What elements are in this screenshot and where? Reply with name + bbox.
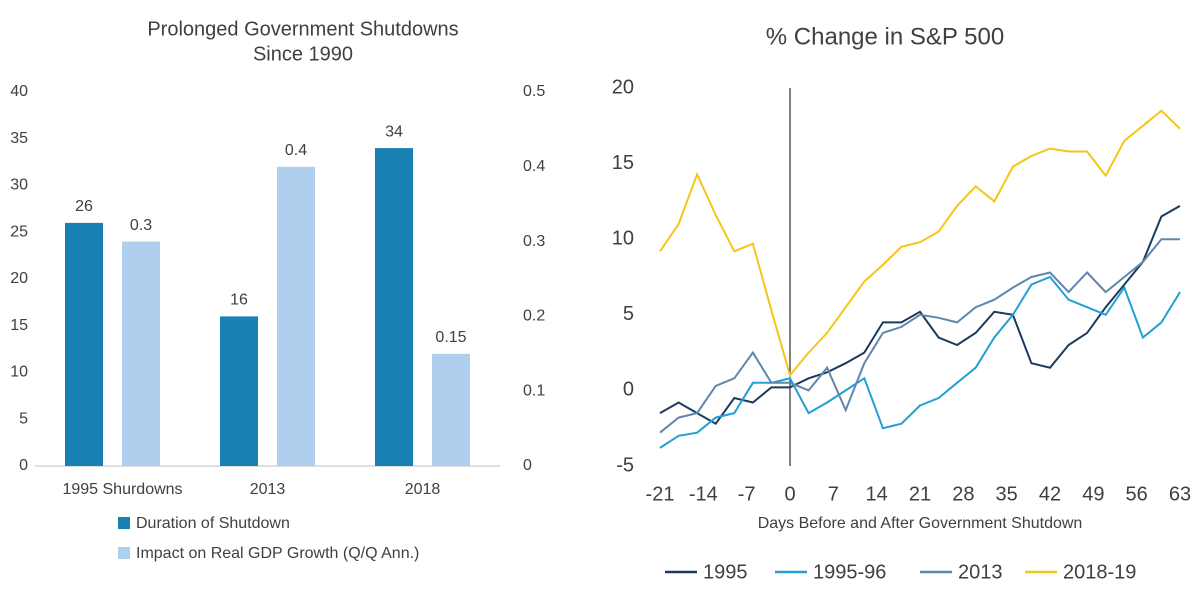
y-tick-label: 5: [623, 303, 634, 325]
x-tick-label: 42: [1039, 483, 1061, 505]
bar: [375, 148, 413, 466]
y-tick-label: 10: [612, 227, 634, 249]
y-tick-label: 0: [19, 457, 28, 474]
legend-label: Duration of Shutdown: [136, 515, 290, 532]
x-axis-title: Days Before and After Government Shutdow…: [758, 515, 1083, 532]
x-tick-label: 63: [1169, 483, 1191, 505]
x-tick-label: -21: [646, 483, 675, 505]
data-label: 16: [230, 292, 248, 309]
chart-title: % Change in S&P 500: [766, 23, 1004, 50]
legend-swatch: [118, 517, 130, 529]
legend-label: 2018-19: [1063, 561, 1136, 583]
legend-label: 1995-96: [813, 561, 886, 583]
bar: [65, 222, 103, 466]
series-line: [659, 275, 1181, 449]
x-tick-label: -7: [738, 483, 756, 505]
y-tick-label: -5: [616, 454, 634, 476]
y-tick-label: 35: [10, 130, 28, 147]
data-label: 26: [75, 198, 93, 215]
x-tick-label: 1995 Shurdowns: [62, 481, 182, 498]
chart-title: Prolonged Government Shutdowns: [147, 18, 458, 40]
y-tick-label: 40: [10, 83, 28, 100]
x-tick-label: -14: [689, 483, 718, 505]
y-tick-label: 25: [10, 223, 28, 240]
x-tick-label: 49: [1082, 483, 1104, 505]
data-label: 0.15: [435, 329, 466, 346]
bar: [220, 316, 258, 466]
data-label: 0.4: [285, 142, 307, 159]
bar: [277, 166, 315, 467]
legend-label: 1995: [703, 561, 748, 583]
legend-label: 2013: [958, 561, 1003, 583]
chart-title: Since 1990: [253, 43, 353, 65]
x-tick-label: 2013: [250, 481, 286, 498]
x-tick-label: 28: [952, 483, 974, 505]
data-label: 34: [385, 123, 403, 140]
y-tick-label: 15: [10, 317, 28, 334]
y-tick-label: 20: [612, 76, 634, 98]
data-label: 0.3: [130, 217, 152, 234]
y2-tick-label: 0.2: [523, 308, 545, 325]
x-tick-label: 7: [828, 483, 839, 505]
y-tick-label: 5: [19, 410, 28, 427]
x-tick-label: 14: [866, 483, 888, 505]
y-tick-label: 20: [10, 270, 28, 287]
y-tick-label: 0: [623, 379, 634, 401]
x-tick-label: 2018: [405, 481, 441, 498]
x-tick-label: 35: [996, 483, 1018, 505]
y2-tick-label: 0: [523, 457, 532, 474]
series-line: [659, 205, 1181, 426]
x-tick-label: 0: [784, 483, 795, 505]
series-line: [659, 238, 1180, 434]
x-tick-label: 56: [1126, 483, 1148, 505]
y2-tick-label: 0.5: [523, 83, 545, 100]
legend-swatch: [118, 547, 130, 559]
bar: [122, 241, 160, 466]
legend-label: Impact on Real GDP Growth (Q/Q Ann.): [136, 545, 419, 562]
y-tick-label: 30: [10, 177, 28, 194]
series-line: [659, 109, 1181, 378]
bar: [432, 353, 470, 466]
y-tick-label: 15: [612, 152, 634, 174]
y2-tick-label: 0.4: [523, 158, 545, 175]
y2-tick-label: 0.3: [523, 233, 545, 250]
y2-tick-label: 0.1: [523, 382, 545, 399]
x-tick-label: 21: [909, 483, 931, 505]
y-tick-label: 10: [10, 364, 28, 381]
